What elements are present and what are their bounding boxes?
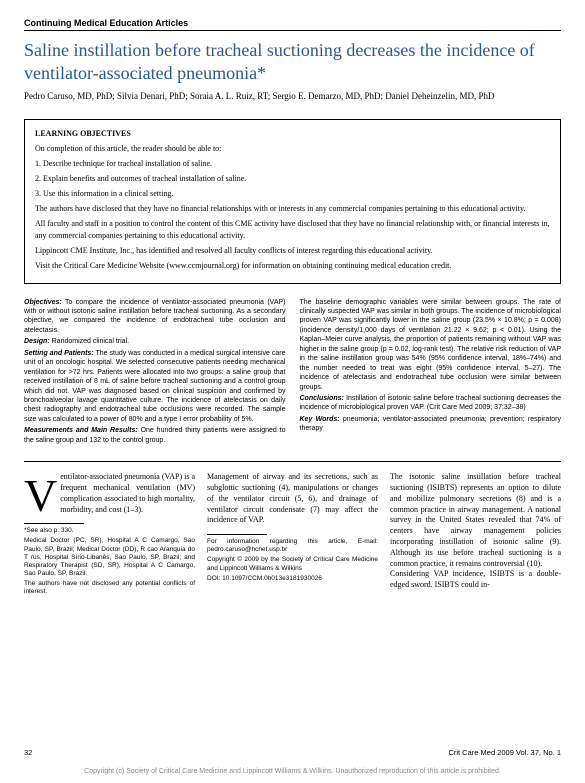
- body-col-1: Ventilator-associated pneumonia (VAP) is…: [24, 472, 195, 598]
- objectives-intro: On completion of this article, the reade…: [35, 143, 550, 155]
- copyright-notice: Copyright (c) Society of Critical Care M…: [0, 768, 585, 775]
- objectives-disclosure: All faculty and staff in a position to c…: [35, 218, 550, 242]
- divider: [24, 461, 561, 462]
- objectives-disclosure: Lippincott CME Institute, Inc., has iden…: [35, 245, 550, 257]
- abstract-label: Setting and Patients:: [24, 350, 94, 357]
- page-footer: 32 Crit Care Med 2009 Vol. 37, No. 1: [24, 748, 561, 757]
- article-title: Saline instillation before tracheal suct…: [24, 39, 561, 84]
- abstract-label: Key Words:: [300, 416, 340, 423]
- abstract-text: Randomized clinical trial.: [52, 338, 129, 345]
- abstract-text: The baseline demographic variables were …: [300, 298, 562, 392]
- footnote-line: DOI: 10.1097/CCM.0b013e3181930026: [207, 575, 378, 583]
- body-col-2: Management of airway and its secretions,…: [207, 472, 378, 598]
- abstract-label: Measurements and Main Results:: [24, 427, 138, 434]
- objectives-disclosure: Visit the Critical Care Medicine Website…: [35, 260, 550, 272]
- footnotes: For information regarding this article, …: [207, 538, 378, 583]
- body-paragraph: Management of airway and its secretions,…: [207, 472, 378, 526]
- footnote-line: *See also p. 330.: [24, 527, 195, 535]
- footnote-separator: [24, 523, 84, 524]
- abstract-text: The study was conducted in a medical sur…: [24, 350, 286, 423]
- body-col-3: The isotonic saline instillation before …: [390, 472, 561, 598]
- body-paragraph: The isotonic saline instillation before …: [390, 472, 561, 569]
- abstract-label: Objectives:: [24, 299, 62, 306]
- footnote-separator: [207, 534, 267, 535]
- journal-citation: Crit Care Med 2009 Vol. 37, No. 1: [448, 748, 561, 757]
- objectives-item: 2. Explain benefits and outcomes of trac…: [35, 173, 550, 185]
- abstract: Objectives: To compare the incidence of …: [24, 298, 561, 448]
- objectives-item: 1. Describe technique for tracheal insta…: [35, 158, 550, 170]
- footnote-line: Medical Doctor (PC, SR), Hospital A C Ca…: [24, 537, 195, 578]
- abstract-right: The baseline demographic variables were …: [300, 298, 562, 448]
- dropcap: V: [24, 472, 60, 515]
- footnote-line: For information regarding this article, …: [207, 538, 378, 554]
- footnote-line: The authors have not disclosed any poten…: [24, 580, 195, 596]
- abstract-label: Design:: [24, 338, 50, 345]
- abstract-label: Conclusions:: [300, 395, 344, 402]
- objectives-heading: LEARNING OBJECTIVES: [35, 128, 550, 140]
- abstract-left: Objectives: To compare the incidence of …: [24, 298, 286, 448]
- page-number: 32: [24, 748, 32, 757]
- authors: Pedro Caruso, MD, PhD; Silvia Denari, Ph…: [24, 90, 561, 103]
- objectives-disclosure: The authors have disclosed that they hav…: [35, 203, 550, 215]
- body-paragraph: entilator-associated pneumonia (VAP) is …: [60, 472, 195, 513]
- body-text: Ventilator-associated pneumonia (VAP) is…: [24, 472, 561, 598]
- footnote-line: Copyright © 2009 by the Society of Criti…: [207, 556, 378, 572]
- body-paragraph: Considering VAP incidence, ISIBTS is a d…: [390, 569, 561, 591]
- objectives-item: 3. Use this information in a clinical se…: [35, 188, 550, 200]
- abstract-text: To compare the incidence of ventilator-a…: [24, 299, 286, 334]
- footnotes: *See also p. 330. Medical Doctor (PC, SR…: [24, 527, 195, 596]
- section-label: Continuing Medical Education Articles: [24, 18, 561, 31]
- learning-objectives-box: LEARNING OBJECTIVES On completion of thi…: [24, 119, 561, 284]
